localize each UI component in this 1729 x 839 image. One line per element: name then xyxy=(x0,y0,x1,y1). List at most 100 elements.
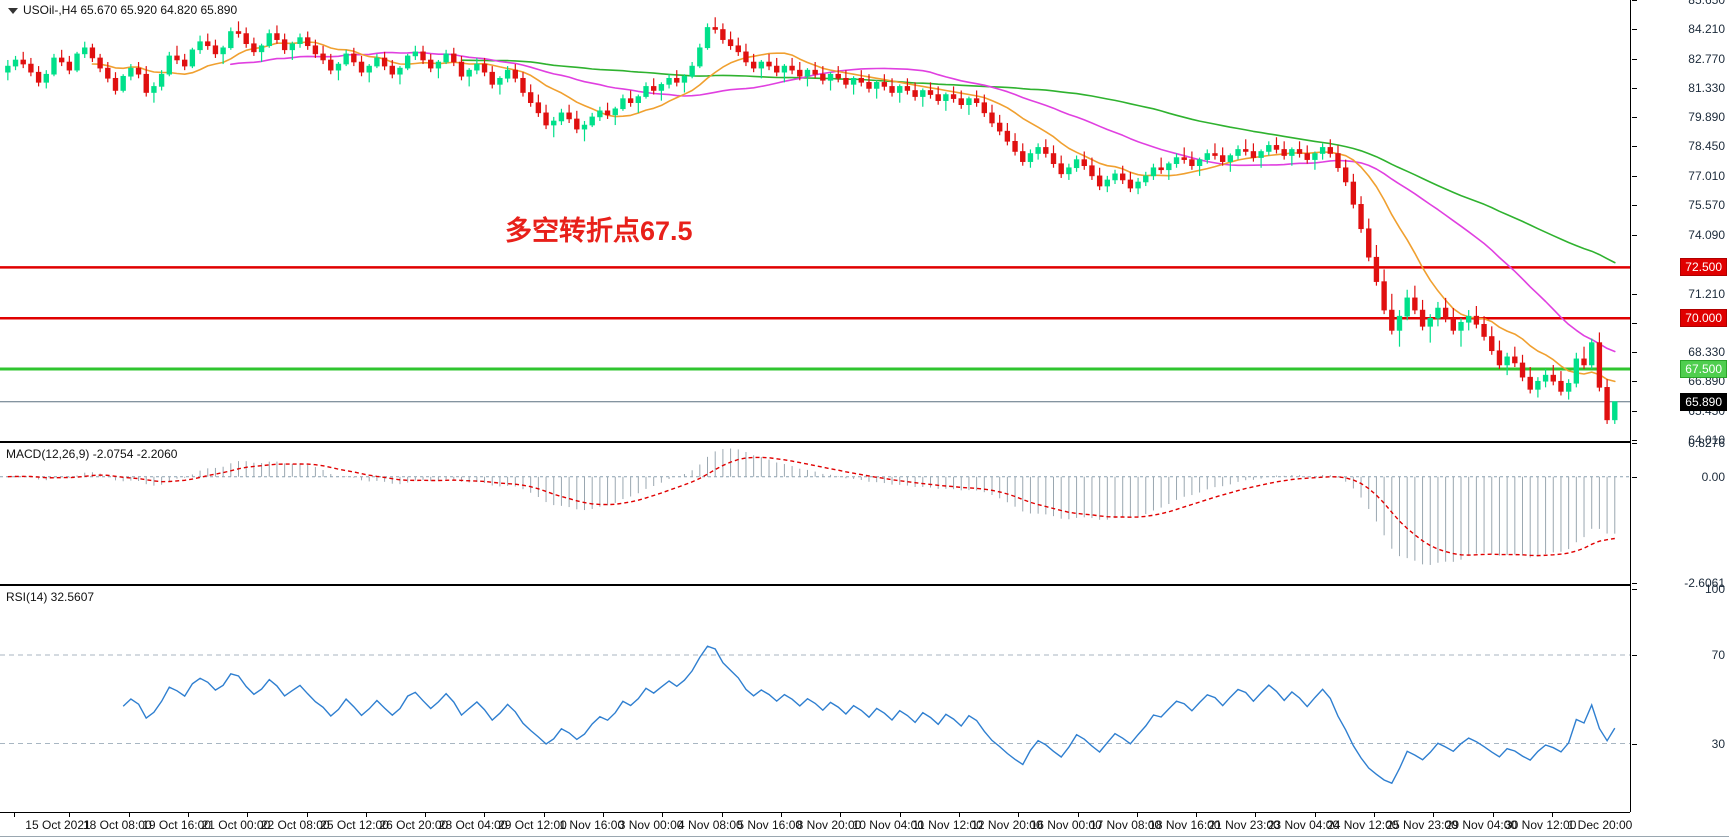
price-chart-pane[interactable] xyxy=(0,0,1630,440)
chart-annotation-text: 多空转折点67.5 xyxy=(505,216,693,246)
candle-body xyxy=(281,39,288,51)
candle-body xyxy=(120,75,126,91)
time-axis-label: 29 Nov 04:00 xyxy=(1445,818,1518,832)
time-axis[interactable]: 15 Oct 2021 18 Oct 08:00 19 Oct 16:00 21 Oc… xyxy=(0,812,1632,839)
price-axis-tick xyxy=(1632,381,1637,383)
price-axis-tick xyxy=(1632,146,1637,148)
candle-body xyxy=(543,112,549,126)
candle-body xyxy=(1481,324,1487,337)
time-axis-label: 12 Nov 20:00 xyxy=(971,818,1043,832)
candle-series xyxy=(5,17,1618,424)
price-chart-canvas[interactable] xyxy=(0,0,1630,440)
candle-body xyxy=(973,98,980,103)
rsi-pane[interactable] xyxy=(0,586,1630,812)
price-badge-resistance[interactable]: 70.000 xyxy=(1680,309,1727,328)
candle-body xyxy=(551,120,557,126)
time-axis-tick xyxy=(1314,812,1316,817)
rsi-axis-tick xyxy=(1632,743,1637,745)
triangle-down-icon[interactable] xyxy=(8,7,18,14)
time-axis-label: 28 Oct 04:00 xyxy=(438,818,508,832)
pane-divider-rsi xyxy=(0,584,1630,586)
candle-body xyxy=(1250,151,1257,158)
price-badge-resistance[interactable]: 72.500 xyxy=(1680,258,1727,277)
candle-body xyxy=(243,33,249,45)
price-axis-tick xyxy=(1632,440,1637,441)
candle-body xyxy=(328,59,334,71)
candle-body xyxy=(943,94,949,101)
candle-body xyxy=(158,73,165,87)
candle-body xyxy=(750,61,757,69)
candle-body xyxy=(1196,159,1203,167)
pane-divider-macd xyxy=(0,441,1630,443)
time-axis-tick xyxy=(1374,812,1376,817)
candle-body xyxy=(758,61,765,69)
time-axis-tick xyxy=(721,812,723,817)
candle-body xyxy=(5,65,11,73)
candle-body xyxy=(420,51,426,61)
candle-body xyxy=(74,53,80,71)
candle-body xyxy=(1527,376,1533,390)
candle-body xyxy=(189,49,196,67)
candle-body xyxy=(627,98,634,103)
candle-body xyxy=(1389,309,1395,331)
candle-body xyxy=(297,37,303,45)
candle-body xyxy=(43,73,49,83)
candle-body xyxy=(804,69,811,77)
candle-body xyxy=(1027,153,1034,162)
time-axis-tick xyxy=(1492,812,1494,817)
candle-body xyxy=(527,92,534,103)
candle-body xyxy=(443,53,449,63)
candle-body xyxy=(1458,321,1464,331)
candle-body xyxy=(274,33,280,40)
candle-body xyxy=(581,124,588,130)
candle-body xyxy=(574,118,580,130)
price-axis-tick xyxy=(1632,410,1637,412)
symbol-quote-text: USOil-,H4 65.670 65.920 64.820 65.890 xyxy=(23,3,238,17)
candle-body xyxy=(1181,157,1187,160)
ma-slow-line xyxy=(460,59,1616,264)
candle-body xyxy=(1319,147,1326,154)
candle-body xyxy=(174,55,180,61)
candle-body xyxy=(58,57,65,63)
candle-body xyxy=(735,45,741,53)
macd-pane[interactable] xyxy=(0,443,1630,583)
rsi-canvas[interactable] xyxy=(0,586,1630,812)
macd-canvas[interactable] xyxy=(0,443,1630,583)
price-axis[interactable]: 85.650 84.210 82.770 81.330 79.890 78.450 77.0… xyxy=(1630,0,1729,839)
candle-body xyxy=(866,82,872,89)
candle-body xyxy=(1550,374,1556,382)
candle-body xyxy=(220,47,226,55)
candle-body xyxy=(704,27,711,49)
price-axis-tick xyxy=(1632,58,1637,60)
candle-body xyxy=(489,71,495,85)
candle-body xyxy=(258,45,265,53)
price-axis-tick xyxy=(1632,293,1637,295)
candle-body xyxy=(1381,281,1387,311)
time-axis-label: 19 Oct 16:00 xyxy=(142,818,211,832)
candle-body xyxy=(143,73,149,93)
time-axis-label: 18 Nov 16:00 xyxy=(1149,818,1221,832)
candle-body xyxy=(1504,356,1510,366)
macd-axis-label: -2.6061 xyxy=(1684,576,1725,590)
candle-body xyxy=(1150,167,1157,177)
candle-body xyxy=(12,59,19,67)
price-axis-label: 79.890 xyxy=(1688,110,1725,125)
price-badge-support[interactable]: 67.500 xyxy=(1680,360,1727,379)
time-axis-tick xyxy=(1433,812,1435,817)
candle-body xyxy=(1450,317,1456,331)
candle-body xyxy=(981,102,987,114)
candle-body xyxy=(89,47,96,59)
candle-body xyxy=(497,77,503,85)
candle-body xyxy=(474,63,480,71)
rsi-axis-tick xyxy=(1632,654,1637,656)
price-badge-current-price[interactable]: 65.890 xyxy=(1680,392,1727,411)
time-axis-label: 11 Nov 12:00 xyxy=(912,818,983,832)
candle-body xyxy=(504,69,511,79)
price-axis-label: 71.210 xyxy=(1688,286,1725,301)
price-axis-label: 82.770 xyxy=(1688,51,1725,66)
candle-body xyxy=(1366,228,1372,258)
candle-body xyxy=(1089,165,1095,177)
price-axis-label: 64.010 xyxy=(1688,433,1725,447)
candle-body xyxy=(51,57,57,75)
